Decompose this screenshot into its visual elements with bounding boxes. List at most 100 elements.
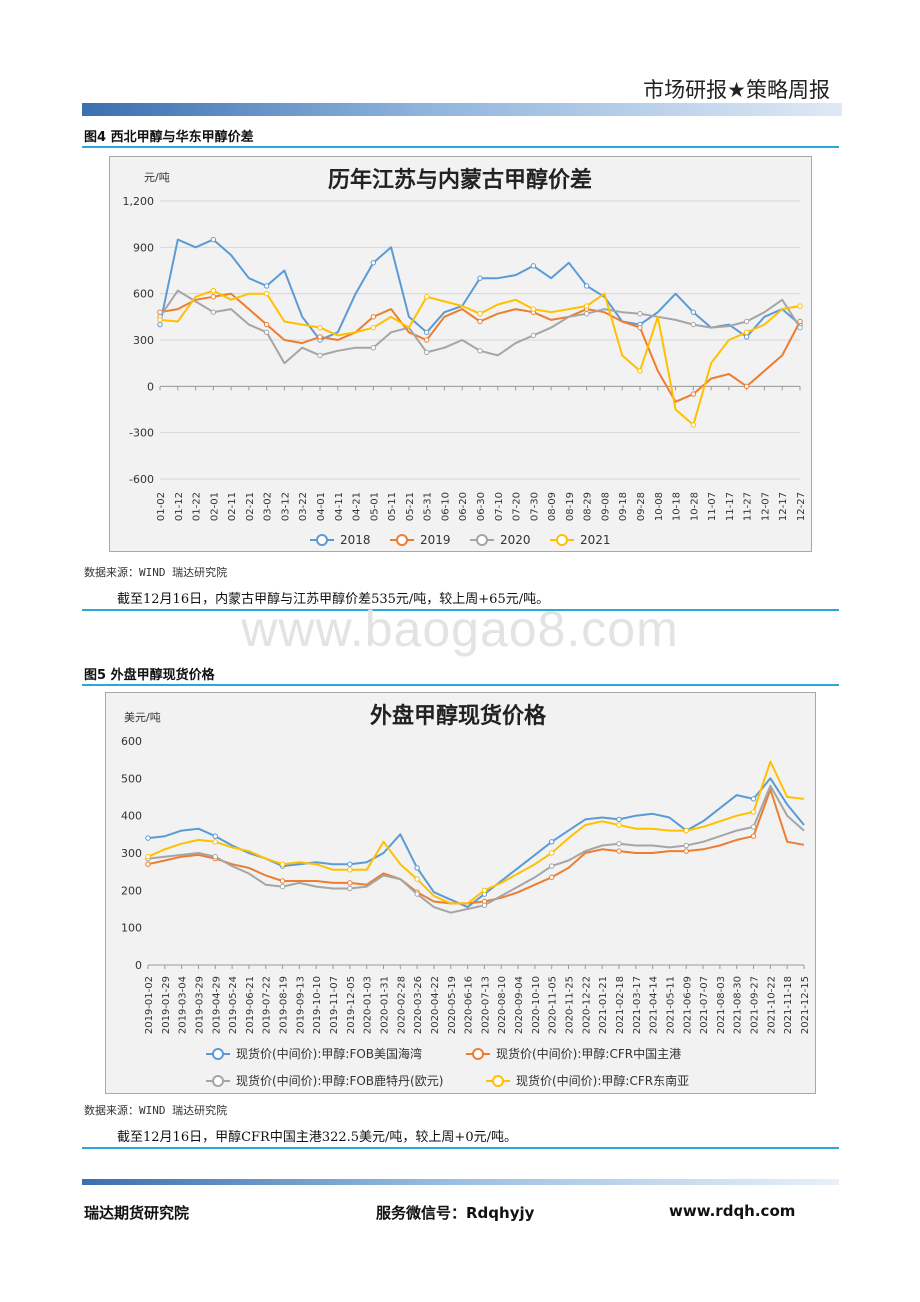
- data-point: [548, 863, 555, 869]
- footer-org: 瑞达期货研究院: [84, 1204, 190, 1222]
- x-tick-label: 2021-04-14: [649, 976, 660, 1034]
- series-line-3: [147, 784, 805, 914]
- legend-label: 现货价(中间价):甲醇:FOB鹿特丹(欧元): [236, 1073, 443, 1088]
- data-point: [279, 878, 286, 884]
- series-line-1: [159, 238, 801, 341]
- x-tick-label: 06-30: [476, 492, 487, 521]
- x-tick-label: 2021-02-18: [615, 976, 626, 1034]
- y-tick-label: -300: [129, 427, 154, 440]
- footer-site[interactable]: www.rdqh.com: [669, 1202, 796, 1220]
- x-tick-label: 2019-03-29: [194, 976, 205, 1034]
- x-tick-label: 10-08: [654, 492, 665, 521]
- data-point: [750, 796, 757, 802]
- x-tick-label: 2020-11-05: [548, 976, 559, 1034]
- x-tick-label: 2020-06-16: [464, 976, 475, 1034]
- chart-title: 外盘甲醇现货价格: [370, 703, 547, 729]
- x-tick-label: 03-12: [280, 492, 291, 521]
- data-point: [690, 422, 697, 428]
- x-tick-label: 2021-05-11: [665, 976, 676, 1034]
- legend-label: 现货价(中间价):甲醇:CFR东南亚: [516, 1073, 689, 1088]
- chart2-svg: 外盘甲醇现货价格 美元/吨 600 500 400 300 200 100 02019-01-0…: [121, 703, 811, 1088]
- data-point: [157, 317, 163, 323]
- data-point: [347, 867, 353, 873]
- x-tick-label: 2021-03-17: [632, 976, 643, 1034]
- x-tick-label: 2019-03-04: [178, 976, 189, 1034]
- x-tick-label: 12-17: [778, 492, 789, 521]
- x-tick-label: 2019-06-21: [245, 976, 256, 1034]
- x-tick-label: 03-02: [263, 492, 274, 521]
- legend-label: 现货价(中间价):甲醇:FOB美国海湾: [236, 1046, 422, 1061]
- x-tick-label: 2019-01-29: [161, 976, 172, 1034]
- data-point: [690, 391, 697, 397]
- data-point: [548, 839, 555, 845]
- x-tick-label: 2020-07-13: [480, 976, 491, 1034]
- data-point: [414, 891, 420, 897]
- series-line-4: [159, 289, 801, 426]
- data-point: [423, 349, 430, 356]
- x-tick-label: 2019-12-05: [346, 976, 357, 1034]
- x-tick-label: 07-30: [529, 492, 540, 521]
- x-tick-label: 04-01: [316, 492, 327, 521]
- figure4-rule: [82, 146, 839, 148]
- data-point: [210, 309, 217, 315]
- x-tick-label: 2019-10-10: [312, 976, 323, 1034]
- y-tick-label: 1,200: [123, 195, 155, 208]
- data-point: [683, 848, 689, 854]
- y-axis-unit: 美元/吨: [124, 711, 161, 724]
- data-point: [370, 324, 377, 331]
- x-tick-label: 2019-04-29: [211, 976, 222, 1034]
- x-tick-label: 10-18: [672, 492, 683, 521]
- x-tick-label: 04-11: [334, 492, 345, 521]
- x-tick-label: 2019-07-22: [262, 976, 273, 1034]
- data-point: [414, 865, 420, 871]
- x-tick-label: 2021-06-09: [682, 976, 693, 1034]
- data-point: [145, 861, 151, 867]
- x-tick-label: 06-10: [440, 492, 451, 521]
- data-point: [263, 283, 270, 289]
- x-tick-label: 07-10: [494, 492, 505, 521]
- legend-swatch-marker: [396, 534, 408, 546]
- y-tick-label: -600: [129, 473, 154, 486]
- x-tick-label: 11-17: [725, 492, 736, 521]
- data-point: [637, 324, 643, 331]
- figure4-note: 截至12月16日，内蒙古甲醇与江苏甲醇价差535元/吨，较上周+65元/吨。: [117, 592, 550, 607]
- data-point: [481, 887, 488, 894]
- series-line-4: [147, 760, 805, 905]
- data-point: [263, 290, 270, 297]
- data-point: [347, 880, 353, 886]
- x-tick-label: 2021-08-03: [716, 976, 727, 1034]
- x-tick-label: 08-19: [565, 492, 576, 521]
- x-tick-label: 2019-09-13: [295, 976, 306, 1034]
- data-point: [317, 352, 323, 359]
- legend-swatch-marker: [556, 534, 568, 546]
- figure4-source: 数据来源：WIND 瑞达研究院: [84, 566, 228, 579]
- x-tick-label: 2020-02-28: [396, 976, 407, 1034]
- footer-wechat: 服务微信号：Rdqhyjy: [376, 1204, 535, 1222]
- x-tick-label: 04-21: [352, 492, 363, 521]
- x-tick-label: 05-31: [423, 492, 434, 521]
- data-point: [157, 321, 163, 328]
- figure4-bottom-rule: [82, 609, 839, 611]
- data-point: [477, 311, 483, 317]
- watermark: www.baogao8.com: [241, 601, 679, 657]
- x-tick-label: 12-07: [760, 492, 771, 521]
- data-point: [743, 329, 750, 335]
- y-tick-label: 200: [121, 884, 142, 897]
- y-tick-label: 300: [121, 847, 142, 860]
- data-point: [370, 260, 377, 266]
- data-point: [347, 885, 353, 892]
- legend-swatch-marker: [212, 1075, 224, 1087]
- series-line-1: [147, 777, 805, 909]
- x-tick-label: 2021-08-30: [733, 976, 744, 1034]
- x-tick-label: 01-12: [174, 492, 185, 521]
- x-tick-label: 2020-11-25: [565, 976, 576, 1034]
- data-point: [145, 854, 151, 860]
- x-tick-label: 08-29: [583, 492, 594, 521]
- data-point: [279, 861, 286, 867]
- data-point: [637, 368, 643, 374]
- x-tick-label: 2019-05-24: [228, 976, 239, 1034]
- x-tick-label: 2019-08-19: [279, 976, 290, 1034]
- figure5-source: 数据来源：WIND 瑞达研究院: [84, 1104, 228, 1117]
- header-title: 市场研报★策略周报: [643, 78, 830, 102]
- data-point: [263, 321, 270, 328]
